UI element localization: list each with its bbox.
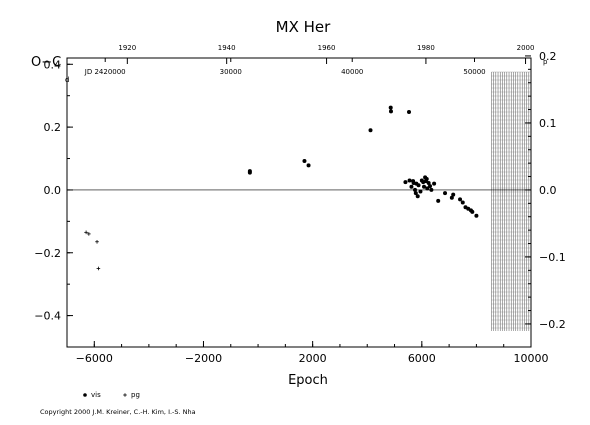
x-tick-label: 6000 (408, 352, 436, 365)
year-tick-label: 1940 (218, 44, 236, 52)
point-vis (422, 184, 427, 189)
point-vis (247, 170, 252, 175)
point-vis (407, 178, 412, 183)
point-vis (418, 189, 423, 194)
point-vis (368, 128, 373, 133)
point-vis (424, 176, 429, 181)
jd-tick-label: JD 2420000 (84, 68, 126, 76)
point-vis (460, 200, 465, 205)
point-vis (429, 187, 434, 192)
data-points (84, 105, 479, 271)
point-vis (409, 184, 414, 189)
point-vis (388, 105, 393, 110)
point-vis (443, 191, 448, 196)
hatch-lines (491, 71, 531, 331)
point-pg (95, 239, 99, 244)
point-vis (426, 181, 431, 186)
series-pg (84, 230, 101, 271)
point-vis (470, 209, 475, 214)
y2-axis-unit: p (543, 58, 548, 66)
point-vis (432, 181, 437, 186)
point-vis (306, 163, 311, 168)
point-vis (413, 191, 418, 196)
x-tick-label: 2000 (299, 352, 327, 365)
point-vis (302, 159, 307, 164)
axis-ticks (66, 55, 532, 348)
point-vis (415, 194, 420, 199)
point-vis (451, 192, 456, 197)
legend: vis pg (83, 391, 140, 399)
year-tick-label: 2000 (517, 44, 535, 52)
year-tick-label: 1960 (318, 44, 336, 52)
hatched-region (491, 71, 531, 331)
y-axis-label: O−C (31, 55, 61, 70)
point-vis (413, 187, 417, 192)
y-tick-label: 0.2 (44, 121, 62, 134)
axis-tick-labels: −6000 −2000 2000 6000 10000 −0.4 −0.2 0.0 0.2 0.4… (34, 44, 565, 365)
y-tick-label: −0.2 (34, 247, 61, 260)
year-tick-label: 1920 (118, 44, 136, 52)
y-tick-label: 0.4 (44, 58, 62, 71)
point-vis (416, 183, 421, 188)
point-pg (87, 232, 91, 236)
point-vis (403, 180, 408, 185)
series-vis (247, 105, 479, 218)
point-vis (436, 198, 441, 203)
year-tick-label: 1980 (417, 44, 435, 52)
legend-label-vis: vis (91, 391, 101, 399)
legend-marker-pg (123, 393, 127, 397)
point-pg (84, 230, 88, 235)
y-axis-unit: d (65, 76, 69, 84)
x-axis-label: Epoch (288, 373, 328, 388)
legend-label-pg: pg (131, 391, 140, 399)
y-tick-label: 0.0 (44, 184, 62, 197)
point-vis (388, 109, 393, 114)
point-vis (425, 186, 430, 191)
y-tick-label: −0.4 (34, 310, 61, 323)
x-tick-label: −6000 (76, 352, 113, 365)
chart-title: MX Her (276, 18, 331, 36)
point-vis (449, 195, 454, 200)
y2-tick-label: −0.2 (539, 318, 566, 331)
y2-tick-label: 0.0 (539, 184, 557, 197)
jd-tick-label: 40000 (341, 68, 363, 76)
point-vis (428, 184, 433, 189)
point-vis (458, 197, 463, 202)
point-vis (406, 110, 411, 115)
copyright-text: Copyright 2000 J.M. Kreiner, C.-H. Kim, … (40, 408, 196, 416)
jd-tick-label: 30000 (220, 68, 242, 76)
point-pg (96, 266, 101, 271)
y2-tick-label: 0.1 (539, 117, 557, 130)
x-tick-label: −2000 (185, 352, 222, 365)
x-tick-label: 10000 (514, 352, 549, 365)
plot-frame (66, 57, 532, 348)
legend-marker-vis (83, 393, 87, 397)
jd-tick-label: 50000 (463, 68, 485, 76)
y2-tick-label: 0.2 (539, 50, 557, 63)
plot-border (66, 57, 532, 348)
y2-tick-label: −0.1 (539, 251, 566, 264)
point-vis (474, 213, 479, 218)
